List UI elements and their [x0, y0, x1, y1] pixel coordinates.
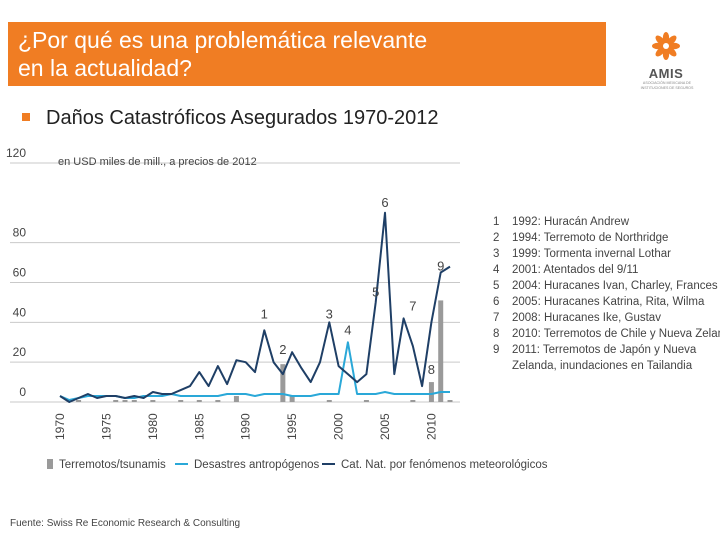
bar-2011	[438, 300, 444, 402]
chart-subtitle: Daños Catastróficos Asegurados 1970-2012	[22, 107, 438, 130]
event-marker-3: 3	[326, 306, 333, 321]
event-item-7: 7 2008: Huracanes Ike, Gustav	[493, 310, 720, 326]
bar-1995	[289, 396, 295, 402]
chart-lines	[59, 211, 451, 403]
event-number: 2	[493, 232, 500, 244]
bar-1983	[178, 400, 184, 402]
event-marker-4: 4	[344, 322, 351, 337]
event-list: 1 1992: Huracán Andrew 2 1994: Terremoto de…	[493, 214, 720, 374]
x-tick-label: 2005	[378, 413, 392, 440]
title-bar: ¿Por qué es una problemática relevante e…	[8, 22, 606, 86]
event-text: 2011: Terremotos de Japón y Nueva	[512, 344, 697, 356]
x-tick-label: 2000	[332, 413, 346, 440]
event-text: 2008: Huracanes Ike, Gustav	[512, 312, 661, 324]
event-text: 1992: Huracán Andrew	[512, 216, 629, 228]
event-number: 3	[493, 248, 500, 260]
event-item-9: 9 2011: Terremotos de Japón y Nueva	[493, 342, 720, 358]
y-tick-label: 80	[13, 226, 27, 240]
event-item-5: 5 2004: Huracanes Ivan, Charley, Frances	[493, 278, 720, 294]
bar-2008	[410, 400, 416, 402]
page-title: ¿Por qué es una problemática relevante e…	[18, 26, 598, 82]
source-note: Fuente: Swiss Re Economic Research & Con…	[10, 518, 241, 529]
event-marker-5: 5	[372, 284, 379, 299]
bar-2003	[363, 400, 369, 402]
x-tick-label: 1980	[146, 413, 160, 440]
event-marker-8: 8	[428, 362, 435, 377]
event-item-1: 1 1992: Huracán Andrew	[493, 214, 720, 230]
y-tick-label: 60	[13, 266, 27, 280]
event-marker-6: 6	[381, 195, 388, 210]
bar-1977	[122, 400, 128, 402]
y-tick-label: 20	[13, 345, 27, 359]
x-tick-label: 1985	[192, 413, 206, 440]
bar-1994	[280, 364, 286, 402]
event-marker-9: 9	[437, 259, 444, 274]
series-line-1	[59, 211, 451, 403]
x-tick-label: 1975	[99, 413, 113, 440]
legend-label: Desastres antropógenos	[194, 459, 320, 471]
legend-label: Terremotos/tsunamis	[59, 459, 166, 471]
subtitle-text: Daños Catastróficos Asegurados 1970-2012	[46, 107, 439, 129]
x-tick-label: 1990	[239, 413, 253, 440]
event-number: 5	[493, 280, 500, 292]
legend-label: Cat. Nat. por fenómenos meteorológicos	[341, 459, 548, 471]
event-text: 2004: Huracanes Ivan, Charley, Frances	[512, 280, 718, 292]
bar-2010	[428, 382, 434, 402]
event-number: 4	[493, 264, 500, 276]
title-line-2: en la actualidad?	[18, 55, 192, 81]
event-item-4: 4 2001: Atentados del 9/11	[493, 262, 720, 278]
bar-1989	[233, 396, 239, 402]
x-tick-label: 1970	[53, 413, 67, 440]
event-text: 1999: Tormenta invernal Lothar	[512, 248, 671, 260]
event-text: 2010: Terremotos de Chile y Nueva Zeland…	[512, 328, 720, 340]
legend-item-0: Terremotos/tsunamis	[47, 459, 166, 471]
event-number: 9	[493, 344, 500, 356]
event-text-continued: Zelanda, inundaciones en Tailandia	[512, 360, 693, 372]
event-marker-7: 7	[409, 298, 416, 313]
chart-legend: Terremotos/tsunamis Desastres antropógeno…	[47, 459, 548, 471]
logo-subtext: ASOCIACIÓN MEXICANA DE INSTITUCIONES DE …	[640, 81, 694, 90]
event-number: 8	[493, 328, 500, 340]
x-tick-label: 2010	[424, 413, 438, 440]
legend-item-2: Cat. Nat. por fenómenos meteorológicos	[322, 459, 548, 471]
bar-1978	[131, 400, 137, 402]
event-text: 1994: Terremoto de Northridge	[512, 232, 669, 244]
event-item-6: 6 2005: Huracanes Katrina, Rita, Wilma	[493, 294, 720, 310]
title-line-1: ¿Por qué es una problemática relevante	[18, 27, 428, 53]
y-tick-label: 120	[6, 146, 26, 160]
bar-1972	[76, 400, 82, 402]
event-number: 7	[493, 312, 500, 324]
event-marker-2: 2	[279, 342, 286, 357]
bar-1999	[326, 400, 332, 402]
event-number: 6	[493, 296, 500, 308]
chart-bars	[76, 300, 453, 402]
legend-swatch	[47, 459, 53, 469]
bar-1985	[196, 400, 202, 402]
bar-1976	[113, 400, 119, 402]
bullet-icon	[22, 112, 30, 121]
y-tick-label: 40	[13, 305, 27, 319]
event-text: 2001: Atentados del 9/11	[512, 264, 639, 276]
event-item-3: 3 1999: Tormenta invernal Lothar	[493, 246, 720, 262]
event-marker-1: 1	[261, 306, 268, 321]
event-number: 1	[493, 216, 500, 228]
logo-text: AMIS	[648, 66, 684, 81]
event-text: 2005: Huracanes Katrina, Rita, Wilma	[512, 296, 705, 308]
bar-1980	[150, 400, 156, 402]
bar-1987	[215, 400, 221, 402]
bar-2012	[447, 400, 453, 402]
y-tick-label: 0	[19, 385, 26, 399]
amis-logo-icon	[652, 32, 680, 60]
event-item-8: 8 2010: Terremotos de Chile y Nueva Zelan…	[493, 326, 720, 342]
event-item-2: 2 1994: Terremoto de Northridge	[493, 230, 720, 246]
x-tick-label: 1995	[285, 413, 299, 440]
legend-item-1: Desastres antropógenos	[175, 459, 320, 471]
chart-unit-label: en USD miles de mill., a precios de 2012	[58, 156, 257, 168]
